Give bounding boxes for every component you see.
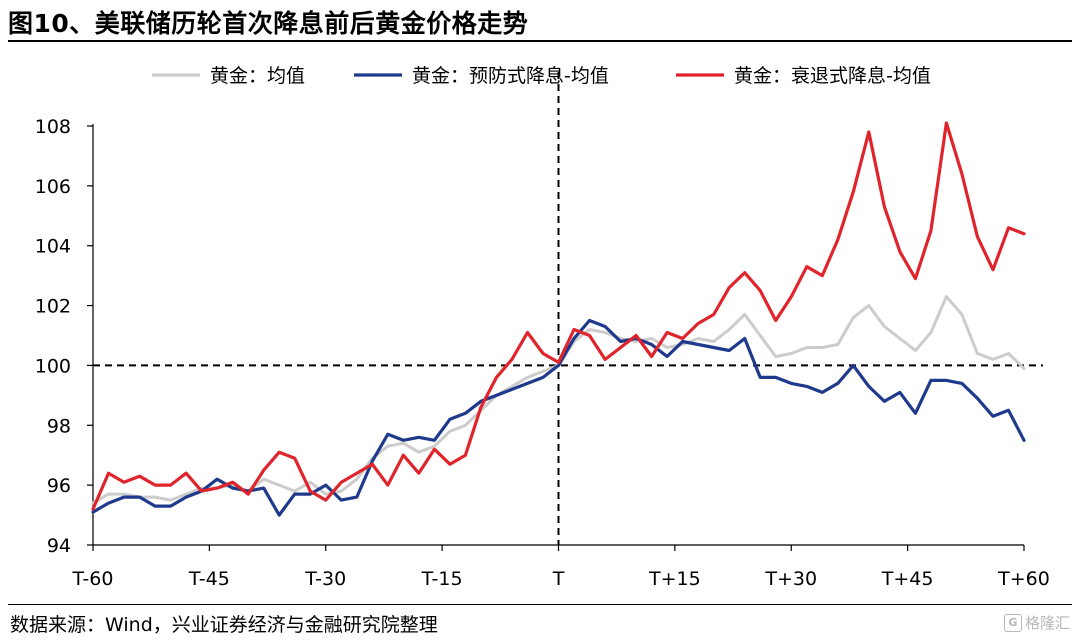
title-divider [8, 40, 1072, 42]
y-tick-label: 108 [35, 116, 71, 138]
series-line-blue [91, 318, 1026, 517]
x-tick-label: T-60 [72, 568, 114, 590]
reference-lines [93, 72, 1043, 545]
y-tick-label: 106 [35, 176, 71, 198]
chart-axes: 94 96 98 100 102 104 106 108 T-60 T-45 T-30 T-15 T T+… [35, 116, 1050, 590]
x-tick-label: T [552, 568, 565, 590]
y-tick-label: 100 [35, 355, 71, 377]
x-tick-label: T-30 [304, 568, 346, 590]
legend-label: 黄金：均值 [210, 65, 305, 87]
x-tick-label: T+15 [648, 568, 701, 590]
chart-legend: 黄金：均值 黄金：预防式降息-均值 黄金：衰退式降息-均值 [152, 65, 931, 87]
source-note: 数据来源：Wind，兴业证券经济与金融研究院整理 [10, 614, 438, 636]
y-tick-label: 96 [47, 475, 71, 497]
x-tick-label: T-15 [421, 568, 463, 590]
watermark-text: 格隆汇 [1024, 614, 1070, 632]
x-tick-label: T-45 [188, 568, 230, 590]
watermark: G 格隆汇 [1003, 612, 1070, 633]
footer-divider [8, 604, 1072, 605]
legend-label: 黄金：衰退式降息-均值 [734, 65, 931, 87]
series-lines [91, 121, 1026, 517]
y-tick-label: 94 [47, 535, 71, 557]
series-line-red [91, 121, 1026, 511]
x-tick-label: T+60 [997, 568, 1050, 590]
y-tick-label: 98 [47, 415, 71, 437]
x-tick-label: T+30 [764, 568, 817, 590]
legend-label: 黄金：预防式降息-均值 [412, 65, 609, 87]
line-chart: 黄金：均值 黄金：预防式降息-均值 黄金：衰退式降息-均值 94 96 98 100 102… [35, 65, 1050, 590]
y-tick-label: 104 [35, 236, 71, 258]
watermark-logo-icon: G [1003, 613, 1022, 632]
page-title: 图10、美联储历轮首次降息前后黄金价格走势 [8, 9, 529, 38]
y-tick-label: 102 [35, 296, 71, 318]
x-tick-label: T+45 [881, 568, 934, 590]
